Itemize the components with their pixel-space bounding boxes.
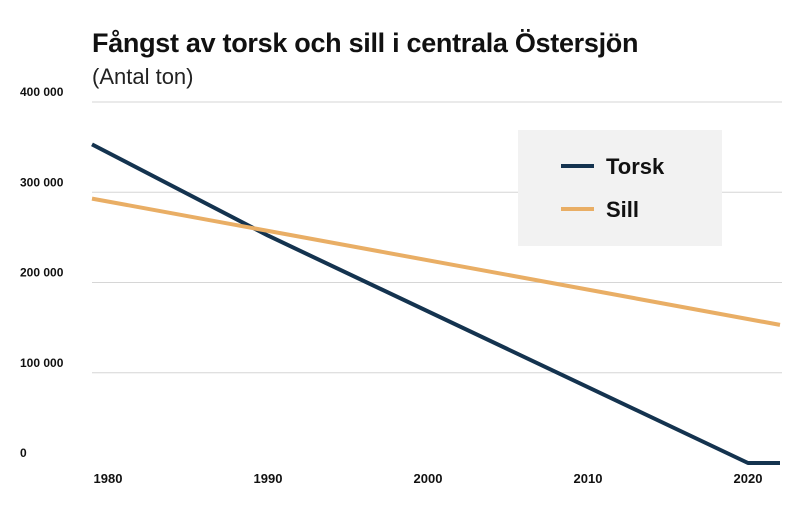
x-tick-label: 2020: [734, 471, 763, 486]
y-tick-label: 300 000: [20, 175, 64, 189]
y-tick-label: 100 000: [20, 356, 64, 370]
series-line-torsk: [91, 142, 780, 465]
y-tick-label: 0: [20, 446, 27, 460]
x-tick-label: 1990: [254, 471, 283, 486]
x-axis-ticks: 1980 1990 2000 2010 2020: [94, 471, 763, 486]
legend: Torsk Sill: [518, 130, 722, 246]
chart-title: Fångst av torsk och sill i centrala Öste…: [92, 28, 639, 58]
x-tick-label: 2000: [414, 471, 443, 486]
x-tick-label: 2010: [574, 471, 603, 486]
legend-label-torsk: Torsk: [606, 154, 665, 179]
legend-background: [518, 130, 722, 246]
legend-label-sill: Sill: [606, 197, 639, 222]
series-line-sill: [91, 196, 781, 327]
series-lines: [91, 142, 781, 465]
chart-subtitle: (Antal ton): [92, 64, 194, 89]
x-tick-label: 1980: [94, 471, 123, 486]
y-axis-ticks: 0 100 000 200 000 300 000 400 000: [20, 85, 64, 460]
y-tick-label: 400 000: [20, 85, 64, 99]
y-tick-label: 200 000: [20, 266, 64, 280]
